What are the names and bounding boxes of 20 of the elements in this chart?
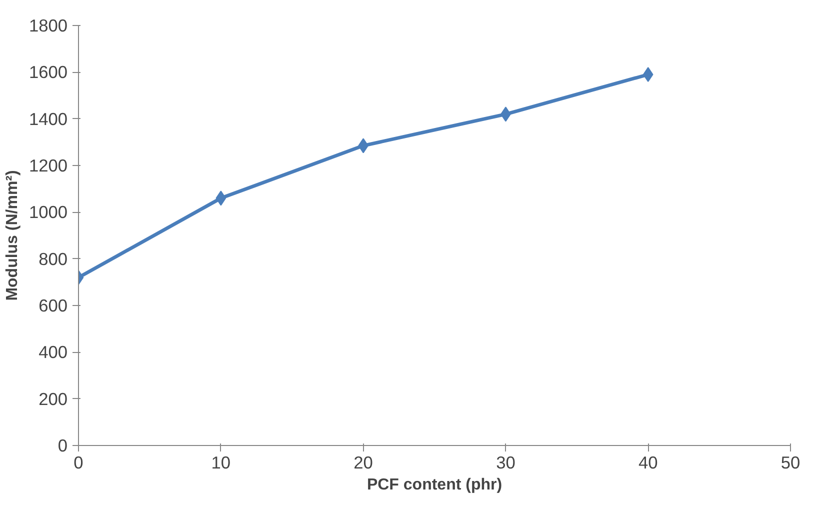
- y-tick-label: 0: [58, 436, 68, 456]
- x-tick-label: 0: [74, 452, 84, 472]
- y-tick-label: 1400: [28, 108, 68, 129]
- y-tick-label: 1600: [28, 62, 68, 82]
- y-tick-label: 1200: [28, 156, 68, 176]
- x-tick-label: 50: [780, 452, 800, 472]
- x-tick-label: 30: [496, 452, 516, 472]
- y-tick-label: 800: [38, 248, 68, 269]
- point: [216, 190, 226, 206]
- x-tick-label: 40: [638, 452, 658, 472]
- y-axis-title: Modulus (N/mm²): [4, 170, 21, 301]
- x-axis-title: PCF content (phr): [366, 476, 502, 494]
- y-tick-label: 200: [38, 388, 68, 409]
- y-tick-label: 1000: [28, 202, 68, 222]
- y-tick-label: 400: [38, 342, 68, 362]
- x-tick-label: 10: [211, 452, 231, 472]
- y-tick-label: 1800: [28, 16, 68, 36]
- x-tick-label: 20: [354, 452, 373, 472]
- y-tick-label: 600: [38, 296, 68, 316]
- point: [642, 67, 654, 82]
